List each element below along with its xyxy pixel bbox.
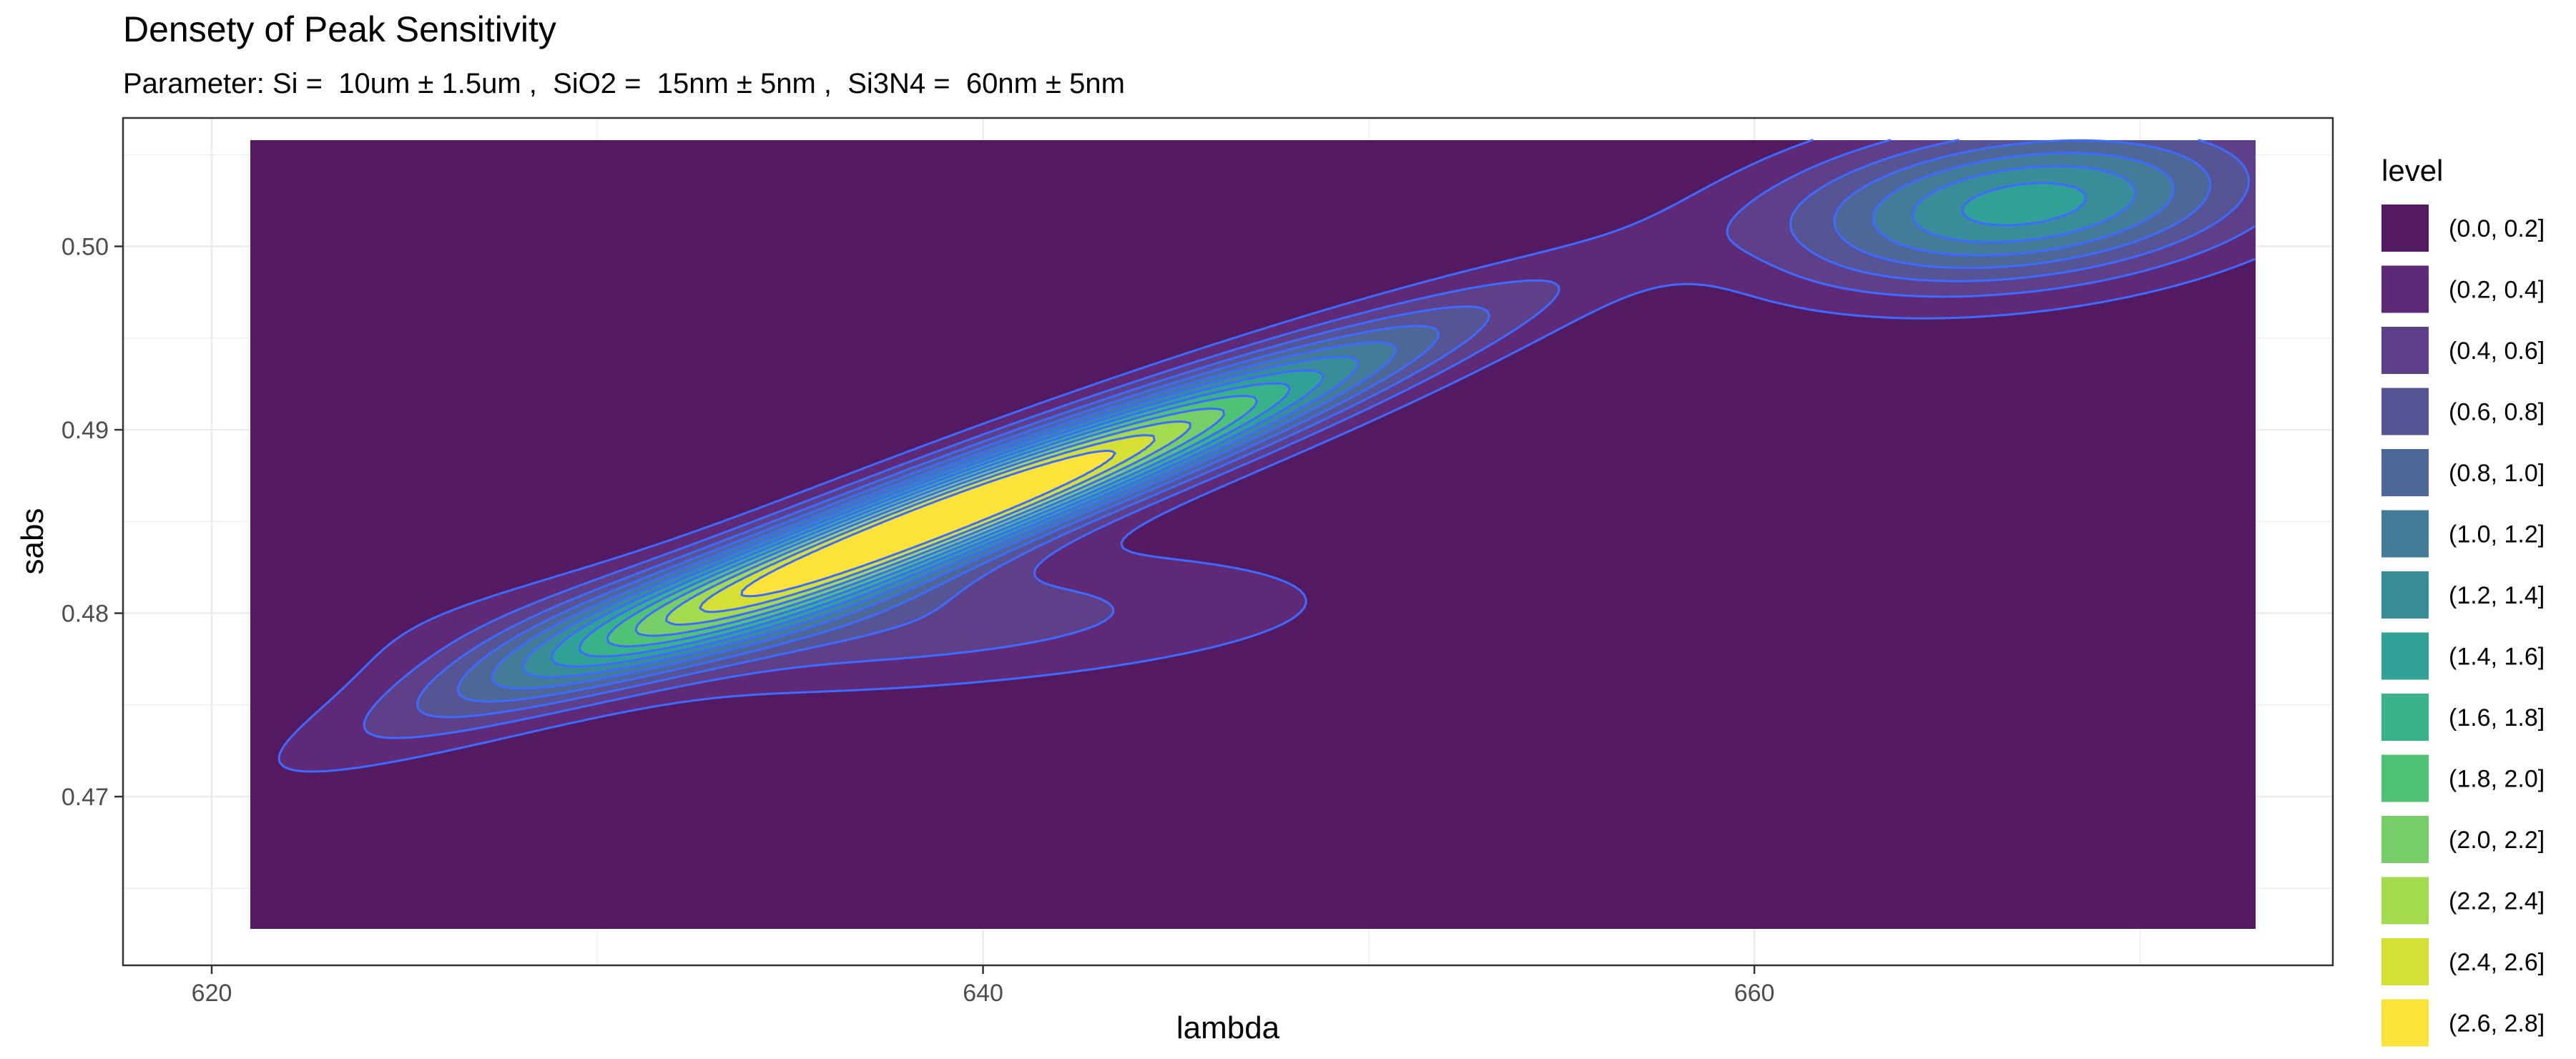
legend-swatch [2381,388,2429,435]
legend-swatch [2381,632,2429,680]
contour-line-level-11 [665,420,1191,626]
legend-label: (1.0, 1.2] [2449,521,2545,548]
legend-label: (1.2, 1.4] [2449,582,2545,609]
legend-label: (2.4, 2.6] [2449,949,2545,976]
legend-label: (2.2, 2.4] [2449,888,2545,915]
legend-label: (2.0, 2.2] [2449,827,2545,854]
x-axis: 620 640 660 [192,965,1775,1007]
contour-line-level-5 [491,152,2175,690]
legend-label: (0.0, 0.2] [2449,215,2545,242]
contour-line-level-3 [416,139,2250,719]
legend-label: (2.6, 2.8] [2449,1010,2545,1038]
contour-line-level-10 [634,407,1225,637]
legend-swatch [2381,694,2429,741]
density-raster [250,140,2256,929]
legend-swatch [2381,449,2429,496]
legend-label: (1.4, 1.6] [2449,644,2545,671]
y-axis: 0.47 0.48 0.49 0.50 [62,234,123,811]
legend-swatch [2381,510,2429,558]
legend-swatch [2381,327,2429,374]
density-heatmap [250,140,2256,929]
legend-swatch [2381,754,2429,802]
chart-subtitle: Parameter: Si = 10um ± 1.5um , SiO2 = 15… [123,68,1125,99]
contour-lines [277,139,2256,773]
y-axis-label: sabs [15,508,50,575]
legend-swatch [2381,571,2429,619]
legend-label: (0.4, 0.6] [2449,338,2545,365]
x-axis-label: lambda [1176,1010,1280,1045]
contour-line-level-1 [277,139,2256,773]
contour-line-level-12 [699,434,1156,614]
x-tick-label: 660 [1734,980,1775,1007]
chart-title: Densety of Peak Sensitivity [123,9,556,49]
legend-swatch [2381,265,2429,313]
contour-line-level-7 [551,182,2087,668]
contour-line-level-9 [606,395,1258,648]
legend-label: (0.6, 0.8] [2449,399,2545,426]
legend-label: (1.6, 1.8] [2449,704,2545,732]
legend-swatch [2381,999,2429,1047]
legend-label: (1.8, 2.0] [2449,766,2545,793]
contour-line-level-8 [579,382,1291,658]
legend-entries: (0.0, 0.2] (0.2, 0.4] (0.4, 0.6] (0.6, 0.8]… [2381,205,2545,1047]
legend-title: level [2381,154,2443,187]
contour-line-level-2 [363,139,2256,739]
y-tick-label: 0.49 [62,417,109,444]
y-tick-label: 0.50 [62,234,109,261]
contour-line-level-6 [521,164,2136,679]
x-tick-label: 640 [963,980,1003,1007]
plot-panel-border [122,117,2334,967]
y-tick-label: 0.48 [62,601,109,628]
y-tick-label: 0.47 [62,784,109,811]
contour-line-level-13 [740,449,1116,598]
legend-swatch [2381,938,2429,985]
legend-swatch [2381,205,2429,252]
legend-swatch [2381,816,2429,863]
legend: level (0.0, 0.2] (0.2, 0.4] (0.4, 0.6] (0.6… [2381,154,2545,1047]
x-tick-label: 620 [192,980,232,1007]
contour-line-level-4 [456,139,2211,703]
legend-swatch [2381,877,2429,925]
legend-label: (0.2, 0.4] [2449,277,2545,304]
legend-label: (0.8, 1.0] [2449,460,2545,487]
